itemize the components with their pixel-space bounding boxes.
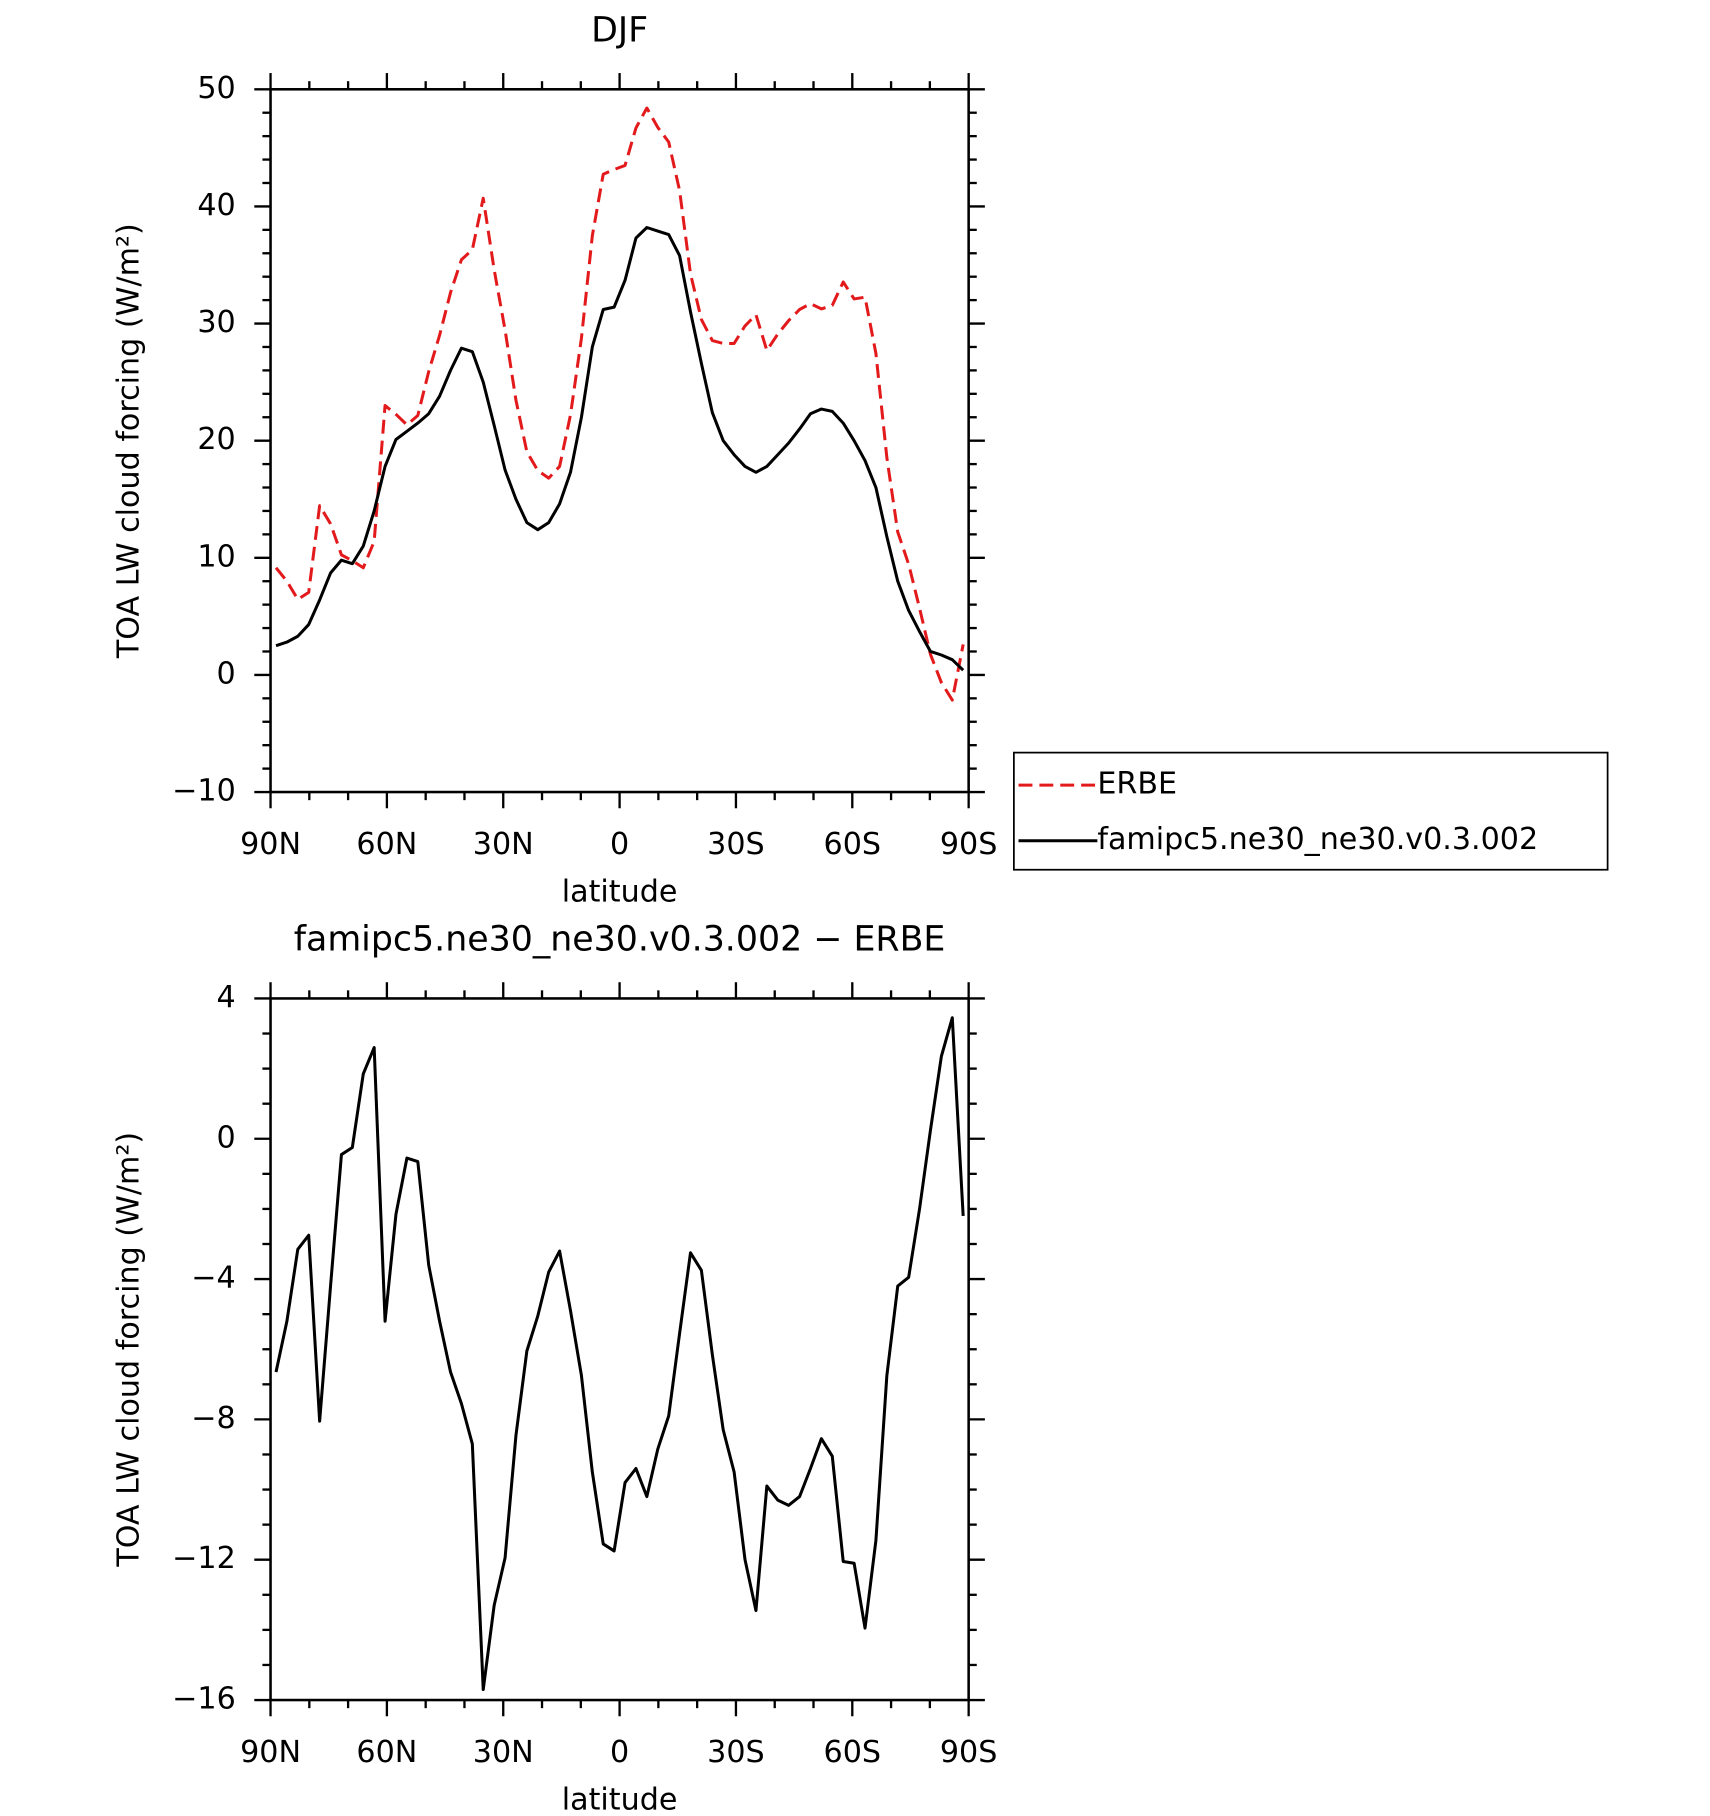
chart-title: famipc5.ne30_ne30.v0.3.002 − ERBE bbox=[294, 919, 946, 959]
y-tick-label: −4 bbox=[191, 1261, 235, 1296]
y-axis-label: TOA LW cloud forcing (W/m²) bbox=[112, 1132, 147, 1568]
data-line bbox=[274, 1016, 965, 1692]
y-tick-label: −12 bbox=[172, 1541, 236, 1576]
x-tick-label: 90N bbox=[240, 827, 301, 862]
data-line bbox=[275, 225, 965, 672]
x-tick-label: 60N bbox=[356, 1735, 417, 1770]
chart-title: DJF bbox=[591, 10, 648, 50]
x-tick-label: 30N bbox=[473, 1735, 534, 1770]
y-axis-label: TOA LW cloud forcing (W/m²) bbox=[112, 223, 147, 659]
y-tick-label: 20 bbox=[197, 422, 235, 457]
y-tick-label: 50 bbox=[197, 71, 235, 106]
y-tick-label: −10 bbox=[172, 774, 236, 809]
x-tick-label: 90S bbox=[940, 827, 998, 862]
legend-label: famipc5.ne30_ne30.v0.3.002 bbox=[1097, 822, 1538, 857]
x-tick-label: 90S bbox=[940, 1735, 998, 1770]
y-tick-label: 40 bbox=[197, 188, 235, 223]
x-tick-label: 30N bbox=[473, 827, 534, 862]
legend: ERBE famipc5.ne30_ne30.v0.3.002 bbox=[1013, 751, 1609, 871]
y-tick-label: 0 bbox=[217, 1120, 236, 1155]
legend-label: ERBE bbox=[1097, 767, 1177, 802]
x-tick-label: 90N bbox=[240, 1735, 301, 1770]
y-tick-label: 30 bbox=[197, 305, 235, 340]
x-axis-label: latitude bbox=[562, 1782, 678, 1816]
x-tick-label: 0 bbox=[610, 827, 629, 862]
y-tick-label: 10 bbox=[197, 539, 235, 574]
y-tick-label: 4 bbox=[217, 980, 236, 1015]
x-tick-label: 30S bbox=[707, 1735, 765, 1770]
legend-box bbox=[1013, 751, 1609, 871]
y-tick-label: −16 bbox=[172, 1682, 236, 1717]
x-tick-label: 0 bbox=[610, 1735, 629, 1770]
data-line bbox=[274, 106, 965, 702]
x-tick-label: 60N bbox=[356, 827, 417, 862]
x-axis-label: latitude bbox=[562, 874, 678, 909]
y-tick-label: 0 bbox=[217, 656, 236, 691]
x-tick-label: 30S bbox=[707, 827, 765, 862]
plot-frame bbox=[269, 88, 970, 794]
x-tick-label: 60S bbox=[824, 827, 882, 862]
y-tick-label: −8 bbox=[191, 1401, 235, 1436]
x-tick-label: 60S bbox=[824, 1735, 882, 1770]
